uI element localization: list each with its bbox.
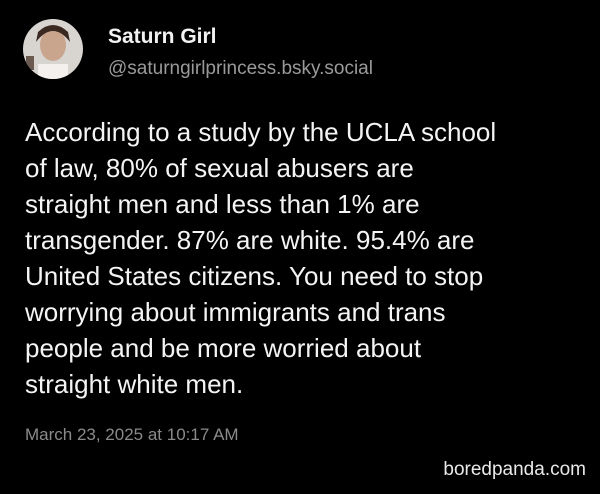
author-name[interactable]: Saturn Girl [108,25,217,48]
timestamp[interactable]: March 23, 2025 at 10:17 AM [25,425,239,444]
body-line: of law, 80% of sexual abusers are [25,153,414,183]
watermark: boredpanda.com [443,459,586,480]
avatar[interactable] [22,18,84,80]
body-line: According to a study by the UCLA school [25,117,497,147]
post-body: According to a study by the UCLA school o… [25,114,595,402]
body-line: straight men and less than 1% are [25,189,420,219]
body-line: worrying about immigrants and trans [25,297,446,327]
body-line: transgender. 87% are white. 95.4% are [25,225,475,255]
body-line: United States citizens. You need to stop [25,261,484,291]
body-line: people and be more worried about [25,333,422,363]
body-line: straight white men. [25,369,244,399]
author-handle[interactable]: @saturngirlprincess.bsky.social [108,58,373,79]
